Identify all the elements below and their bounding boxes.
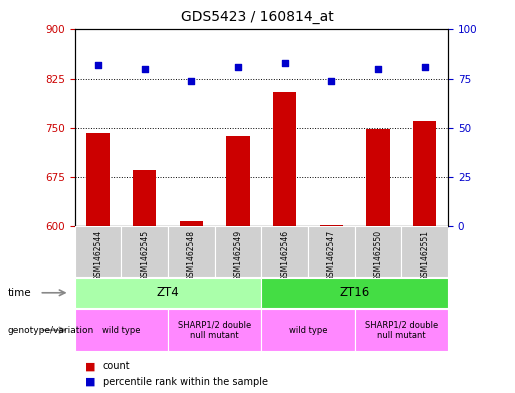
Bar [261,226,308,277]
Text: GSM1462551: GSM1462551 [420,230,429,281]
Bar [261,309,355,351]
Point [327,77,335,84]
Bar [168,226,215,277]
Text: ZT16: ZT16 [339,286,370,299]
Text: genotype/variation: genotype/variation [8,326,94,334]
Text: SHARP1/2 double
null mutant: SHARP1/2 double null mutant [178,320,251,340]
Text: GSM1462548: GSM1462548 [187,230,196,281]
Bar [168,309,261,351]
Bar [308,226,355,277]
Bar [215,226,261,277]
Point [94,62,102,68]
Bar [401,226,448,277]
Bar [366,129,390,226]
Bar [320,225,343,226]
Text: SHARP1/2 double
null mutant: SHARP1/2 double null mutant [365,320,438,340]
Point [421,64,429,70]
Text: ■: ■ [85,361,95,371]
Bar [355,309,448,351]
Text: wild type: wild type [102,326,141,334]
Text: percentile rank within the sample: percentile rank within the sample [103,377,268,387]
Bar [180,221,203,226]
Bar [413,121,436,226]
Text: time: time [8,288,31,298]
Text: GSM1462544: GSM1462544 [94,230,102,281]
Text: GSM1462547: GSM1462547 [327,230,336,281]
Bar [87,133,110,226]
Text: GSM1462545: GSM1462545 [140,230,149,281]
Bar [355,226,401,277]
Point [141,66,149,72]
Text: ZT4: ZT4 [157,286,179,299]
Bar [75,309,168,351]
Point [187,77,196,84]
Bar [122,226,168,277]
Point [281,60,289,66]
Text: count: count [103,361,131,371]
Text: wild type: wild type [289,326,328,334]
Bar [273,92,296,226]
Bar [75,278,261,308]
Text: GSM1462546: GSM1462546 [280,230,289,281]
Text: GSM1462549: GSM1462549 [233,230,243,281]
Bar [227,136,250,226]
Bar [261,278,448,308]
Text: GSM1462550: GSM1462550 [373,230,383,281]
Bar [75,226,122,277]
Text: ■: ■ [85,377,95,387]
Point [374,66,382,72]
Bar [133,170,157,226]
Point [234,64,242,70]
Text: GDS5423 / 160814_at: GDS5423 / 160814_at [181,10,334,24]
